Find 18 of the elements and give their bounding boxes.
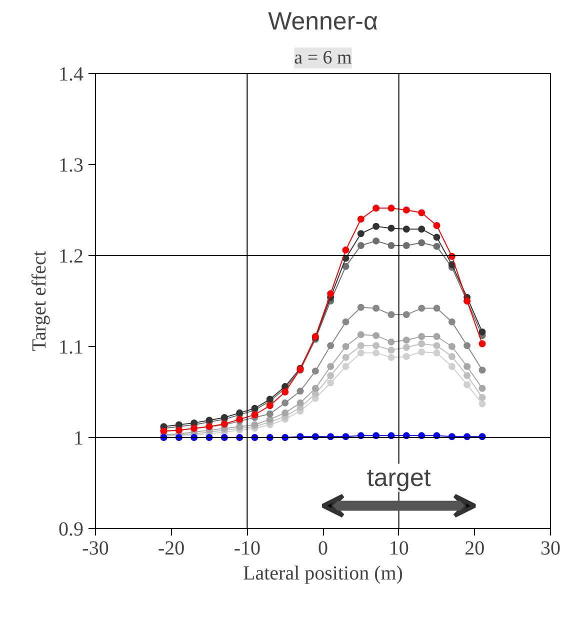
x-tick-label: 20 — [464, 538, 485, 560]
y-tick-label: 1 — [74, 428, 84, 450]
x-tick-label: 30 — [540, 538, 560, 560]
x-tick-label: 0 — [318, 538, 328, 560]
x-tick-label: -30 — [82, 538, 109, 560]
y-tick-label: 1.1 — [58, 336, 84, 358]
y-tick-label: 1.2 — [58, 246, 84, 268]
chart-title: Wenner-α — [268, 8, 378, 36]
y-tick-label: 1.4 — [58, 64, 84, 86]
annotation: target — [366, 464, 431, 492]
chart-subtitle: a = 6 m — [294, 48, 352, 68]
x-tick-label: -10 — [234, 538, 261, 560]
x-axis-title: Lateral position (m) — [243, 562, 403, 584]
y-tick-label: 0.9 — [58, 518, 84, 540]
y-tick-label: 1.3 — [58, 154, 84, 176]
x-tick-label: 10 — [388, 538, 409, 560]
y-axis-title: Target effect — [28, 250, 50, 352]
x-tick-label: -20 — [158, 538, 185, 560]
